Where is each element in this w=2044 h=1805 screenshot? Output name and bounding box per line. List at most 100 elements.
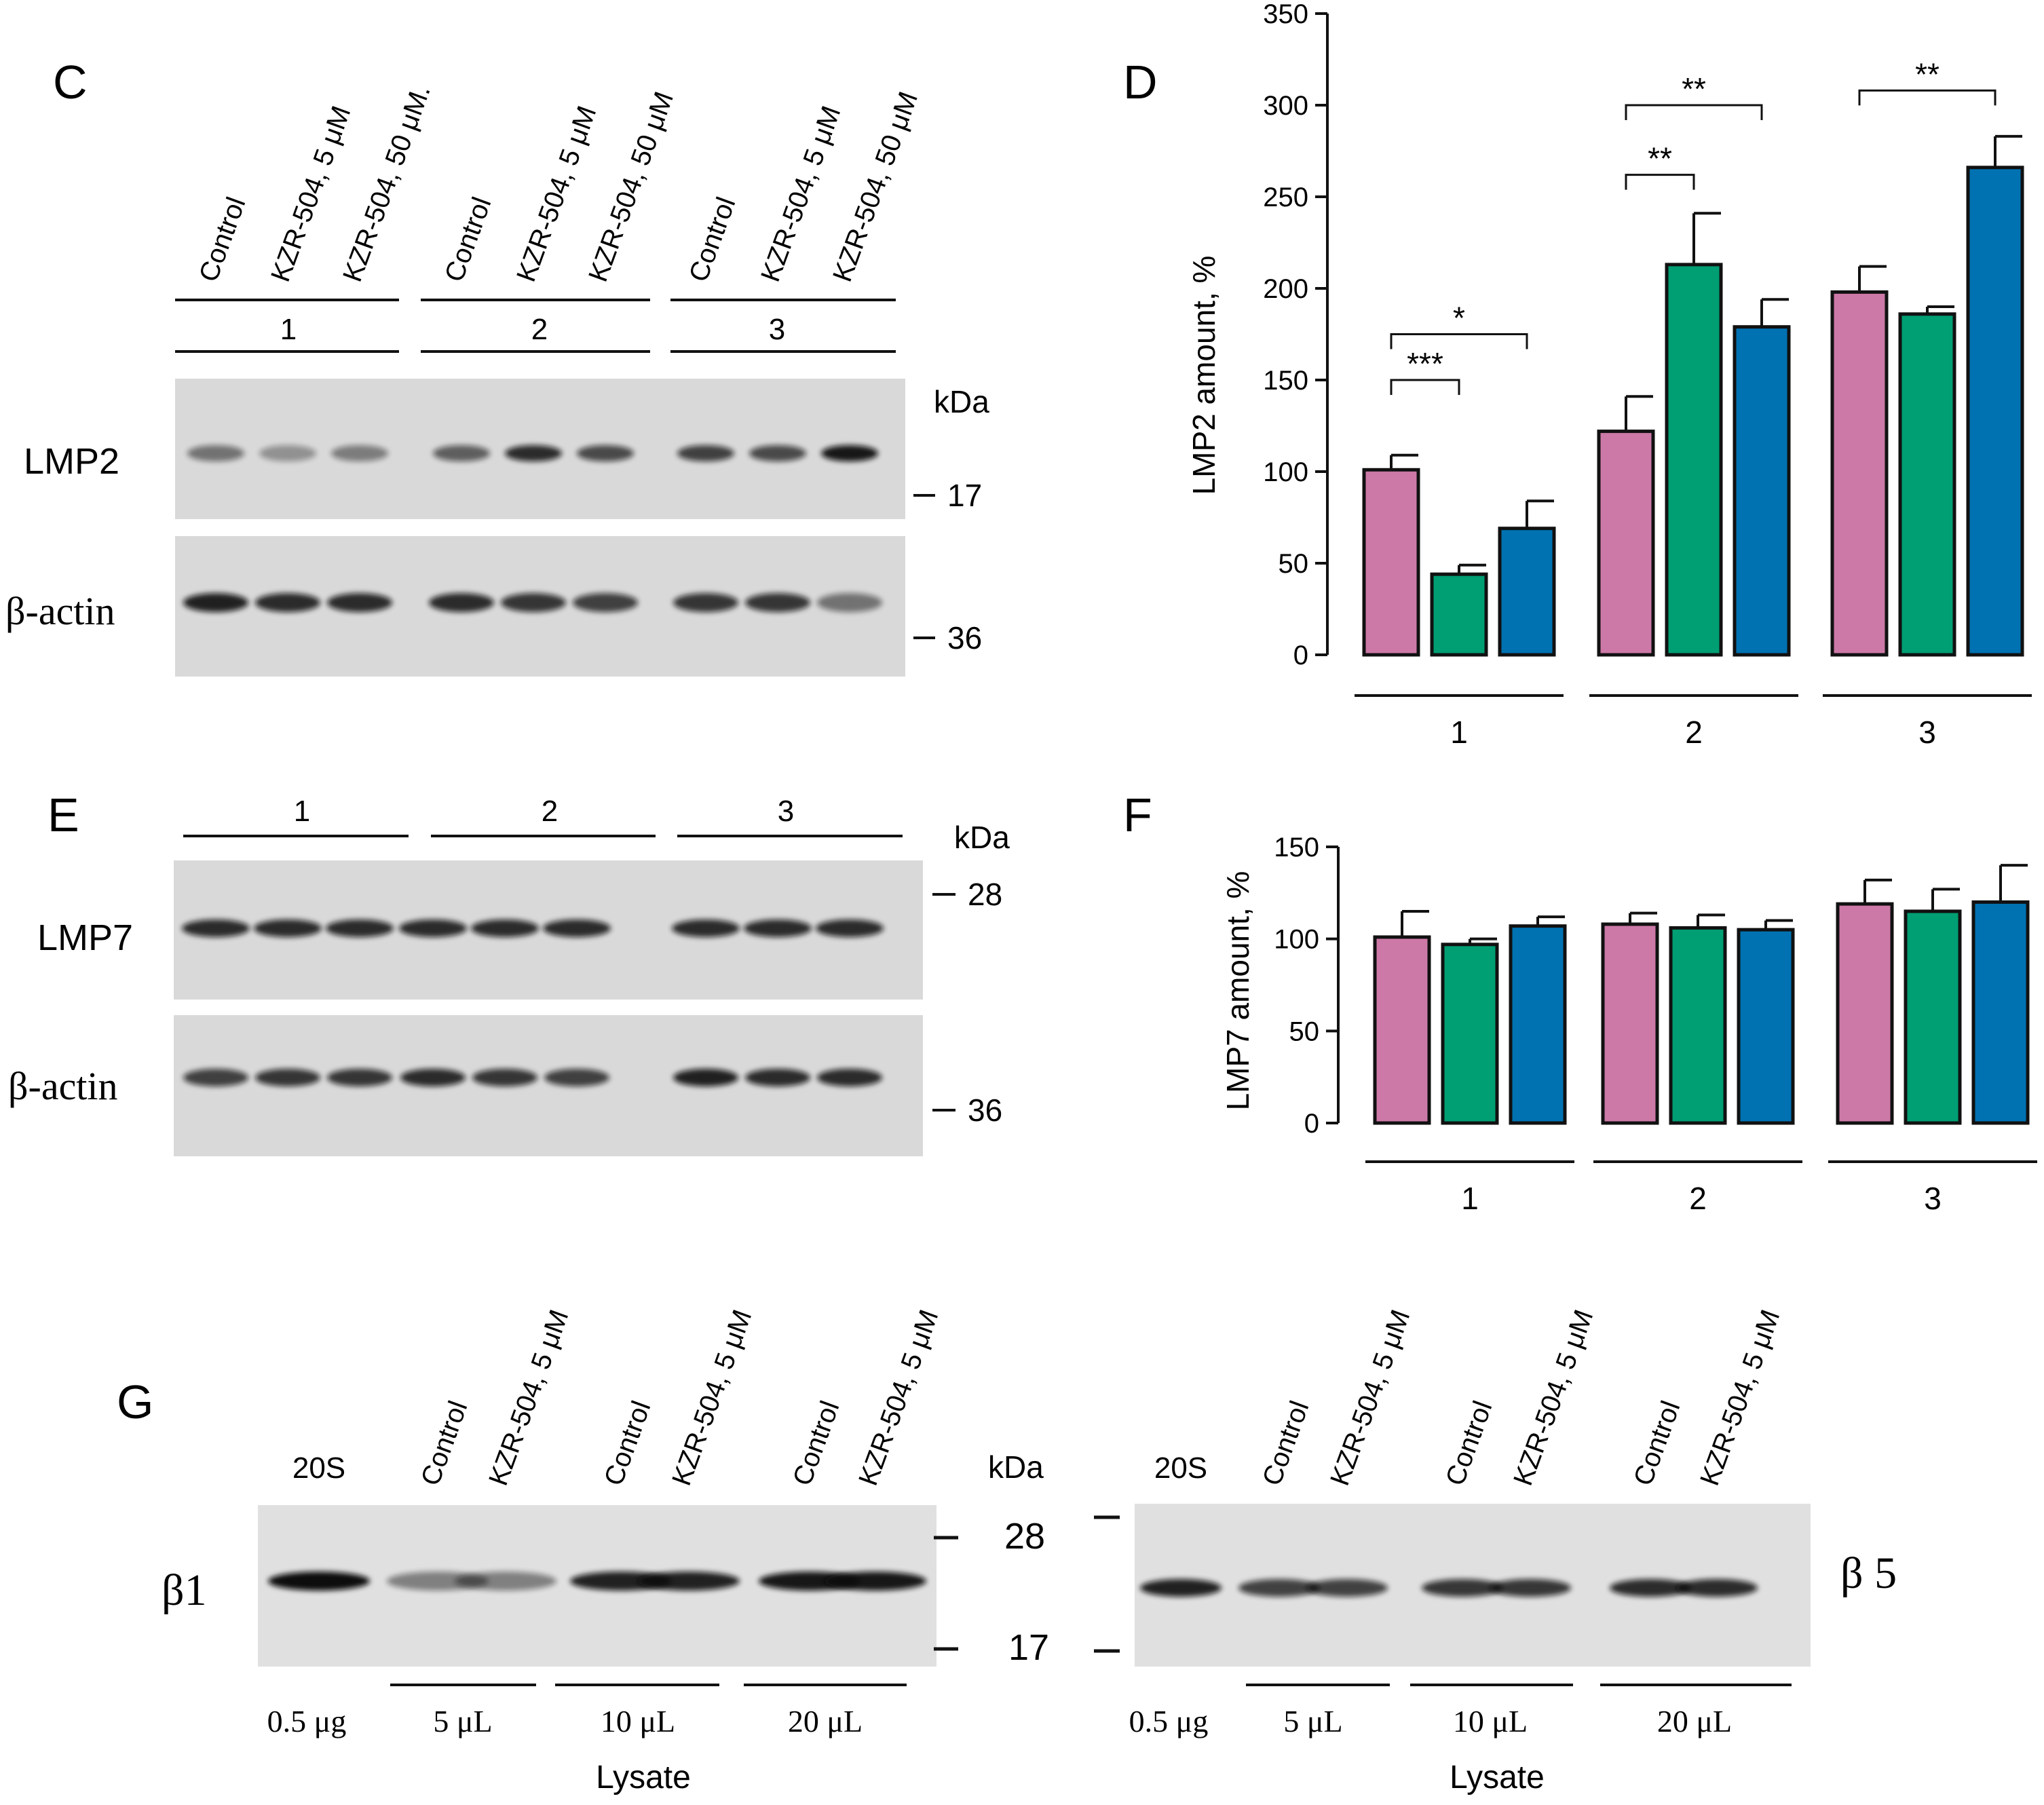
band-c-lmp2-5 — [505, 445, 562, 461]
band-e-lmp7-5 — [471, 919, 539, 937]
band-e-actin-3 — [327, 1069, 392, 1086]
band-e-actin-8 — [745, 1069, 810, 1086]
D-sig-label-3: ** — [1648, 141, 1672, 176]
row-label-c-lmp2: LMP2 — [24, 441, 119, 482]
lane-label-g-right-5: KZR-504, 5 μM — [1508, 1306, 1599, 1489]
panel-label-f: F — [1123, 788, 1152, 841]
D-ytick-label-1: 50 — [1279, 549, 1309, 579]
lane-label-g-left-6: Control — [787, 1397, 845, 1489]
kda-label-c: kDa — [934, 384, 989, 419]
D-sig-label-1: *** — [1407, 346, 1443, 381]
F-ytick-label-1: 50 — [1289, 1016, 1320, 1046]
lane-label-g-right-4: Control — [1440, 1397, 1498, 1489]
D-ytick-label-5: 250 — [1263, 183, 1308, 212]
panel-label-d: D — [1123, 56, 1158, 109]
band-e-actin-1 — [183, 1069, 248, 1086]
group-label-e-3: 3 — [778, 795, 794, 828]
kda-label-e: kDa — [954, 820, 1010, 855]
band-g-beta5-4 — [1422, 1579, 1503, 1597]
group-label-c-2: 2 — [531, 313, 548, 346]
band-c-actin-4 — [429, 593, 494, 612]
lane-label-g-left-2: Control — [415, 1397, 473, 1489]
band-e-actin-6 — [544, 1069, 609, 1086]
band-c-actin-3 — [327, 593, 392, 612]
F-category-label-2: 2 — [1689, 1181, 1707, 1216]
lane-label-g-right-6: Control — [1628, 1397, 1686, 1489]
D-bar-1-1 — [1362, 468, 1420, 657]
lane-label-c-8: KZR-504, 5 μM — [755, 102, 846, 286]
D-category-label-2: 2 — [1685, 715, 1703, 750]
bands-g-beta5 — [1140, 1579, 1758, 1597]
panel-d-chart: D LMP2 amount, % 0 50 100 150 200 250 300 350 1 2… — [1123, 0, 2032, 750]
marker-c-36: 36 — [947, 620, 982, 656]
F-bar-3-3 — [1971, 900, 2030, 1125]
band-e-lmp7-3 — [326, 919, 394, 937]
band-g-beta5-5 — [1490, 1579, 1571, 1597]
band-e-lmp7-9 — [816, 919, 884, 937]
band-e-actin-9 — [817, 1069, 882, 1086]
band-e-lmp7-7 — [672, 919, 740, 937]
group-label-e-2: 2 — [542, 795, 558, 828]
D-bar-3-3 — [1966, 166, 2024, 657]
lane-label-g-left-3: KZR-504, 5 μM — [483, 1306, 574, 1489]
band-g-beta1-3 — [455, 1572, 556, 1591]
D-sig-label-5: ** — [1915, 56, 1939, 92]
D-sig-label-4: ** — [1682, 71, 1706, 107]
band-g-beta5-2 — [1238, 1579, 1320, 1597]
panel-g-western-blot: G 20S Control KZR-504, 5 μM Control KZR-… — [117, 1306, 1897, 1796]
band-e-actin-4 — [400, 1069, 466, 1086]
F-ytick-label-2: 100 — [1274, 925, 1319, 955]
band-g-beta5-3 — [1306, 1579, 1388, 1597]
band-c-actin-2 — [255, 593, 320, 612]
D-sig-label-2: * — [1453, 301, 1465, 336]
marker-g-17: 17 — [1008, 1627, 1049, 1668]
amount-g-left-3: 20 μL — [788, 1704, 863, 1738]
group-label-c-1: 1 — [280, 313, 297, 346]
panel-c-western-blot: C Control KZR-504, 5 μM KZR-504, 50 μM. … — [5, 56, 989, 677]
D-ytick-label-4: 200 — [1263, 274, 1308, 304]
band-g-beta5-6 — [1610, 1579, 1691, 1597]
amount-g-left-2: 10 μL — [601, 1704, 675, 1738]
D-bar-2-1 — [1597, 430, 1655, 657]
F-category-label-3: 3 — [1924, 1181, 1942, 1216]
lane-label-c-7: Control — [683, 193, 741, 286]
band-e-lmp7-6 — [543, 919, 611, 937]
band-c-actin-6 — [573, 593, 638, 612]
panel-label-e: E — [48, 788, 79, 841]
bands-e-actin — [183, 1069, 882, 1086]
D-bar-1-2 — [1430, 572, 1488, 657]
lane-label-c-4: Control — [439, 193, 497, 286]
D-ytick-label-6: 300 — [1263, 91, 1308, 121]
panel-label-g: G — [117, 1375, 153, 1428]
band-g-beta1-5 — [638, 1572, 740, 1591]
amount-g-right-3: 20 μL — [1657, 1704, 1732, 1738]
group-label-c-3: 3 — [769, 313, 785, 346]
band-e-lmp7-8 — [744, 919, 812, 937]
F-ytick-label-0: 0 — [1304, 1109, 1319, 1139]
band-c-lmp2-6 — [577, 445, 634, 461]
panel-e-western-blot: E 1 2 3 LMP7 β-actin kDa 28 36 — [8, 788, 1010, 1156]
band-c-actin-5 — [501, 593, 566, 612]
group-label-e-1: 1 — [294, 795, 310, 828]
lysate-label-g-left: Lysate — [596, 1760, 691, 1796]
group-lines-c — [175, 299, 896, 353]
F-bar-2-1 — [1601, 922, 1659, 1125]
D-sig-bracket-3 — [1625, 174, 1695, 190]
ylabel-f: LMP7 amount, % — [1220, 871, 1255, 1111]
lane-label-g-right-7: KZR-504, 5 μM — [1695, 1306, 1785, 1489]
D-sig-bracket-4 — [1625, 104, 1763, 120]
row-label-g-beta5: β 5 — [1840, 1548, 1897, 1598]
band-c-actin-1 — [183, 593, 248, 612]
lane-label-c-1: Control — [193, 193, 251, 286]
row-label-e-lmp7: LMP7 — [37, 917, 133, 958]
lane-label-g-left-20s: 20S — [292, 1451, 345, 1485]
D-bar-2-2 — [1665, 263, 1723, 657]
lane-label-c-2: KZR-504, 5 μM — [265, 102, 356, 286]
marker-c-17: 17 — [947, 478, 982, 513]
D-ytick-label-2: 100 — [1263, 457, 1308, 487]
ylabel-d: LMP2 amount, % — [1186, 256, 1222, 495]
bands-c-actin — [183, 593, 882, 612]
D-bar-1-3 — [1498, 527, 1556, 657]
D-bar-3-1 — [1830, 290, 1889, 657]
